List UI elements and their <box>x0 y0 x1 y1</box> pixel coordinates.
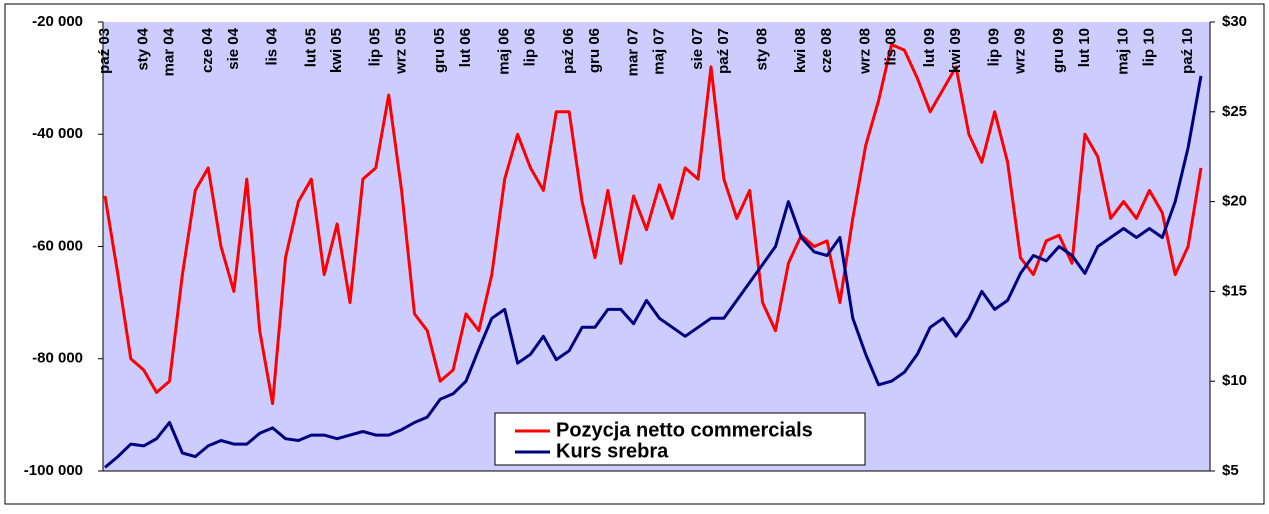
x-tick-label: mar 04 <box>160 27 177 76</box>
x-tick-label: sty 04 <box>135 27 152 70</box>
x-tick-label: paź 06 <box>560 28 577 74</box>
x-tick-label: sty 08 <box>754 28 771 71</box>
y-tick-label: -100 000 <box>24 462 83 479</box>
x-tick-label: lip 06 <box>521 28 538 66</box>
x-tick-label: kwi 05 <box>328 28 345 73</box>
x-tick-label: sie 04 <box>225 27 242 69</box>
y-tick-label: -20 000 <box>32 13 83 30</box>
y2-tick-label: $15 <box>1222 282 1247 299</box>
x-tick-label: maj 06 <box>496 28 513 75</box>
x-tick-label: wrz 05 <box>393 28 410 75</box>
x-tick-label: gru 05 <box>431 28 448 73</box>
x-tick-label: mar 07 <box>625 28 642 76</box>
x-tick-label: cze 08 <box>818 28 835 73</box>
legend <box>494 412 866 466</box>
series-line <box>103 43 1203 406</box>
y2-tick-label: $5 <box>1222 462 1239 479</box>
x-tick-label: kwi 08 <box>792 28 809 73</box>
x-tick-label: lis 08 <box>882 28 899 66</box>
x-tick-label: lis 04 <box>264 27 281 65</box>
y2-tick-label: $25 <box>1222 103 1247 120</box>
x-tick-label: wrz 09 <box>1011 28 1028 75</box>
x-tick-label: lut 09 <box>921 28 938 67</box>
x-tick-label: wrz 08 <box>857 28 874 75</box>
x-tick-label: lut 05 <box>302 28 319 67</box>
legend-label: Kurs srebra <box>556 440 669 462</box>
x-tick-label: sie 07 <box>689 28 706 70</box>
series-line <box>104 75 1203 469</box>
y2-tick-label: $20 <box>1222 193 1247 210</box>
x-tick-label: lip 05 <box>367 28 384 66</box>
x-tick-label: cze 04 <box>199 27 216 73</box>
x-tick-label: paź 10 <box>1179 28 1196 74</box>
y-tick-label: -80 000 <box>32 350 83 367</box>
x-tick-label: maj 10 <box>1115 28 1132 75</box>
x-tick-label: lip 10 <box>1140 28 1157 66</box>
x-tick-label: maj 07 <box>650 28 667 75</box>
x-tick-label: paź 03 <box>96 28 113 74</box>
x-tick-label: paź 07 <box>715 28 732 74</box>
x-tick-label: lut 06 <box>457 28 474 67</box>
y2-tick-label: $10 <box>1222 372 1247 389</box>
x-tick-label: lut 10 <box>1076 28 1093 67</box>
x-tick-label: kwi 09 <box>947 28 964 73</box>
y2-tick-label: $30 <box>1222 13 1247 30</box>
x-tick-label: lip 09 <box>986 28 1003 66</box>
legend-label: Pozycja netto commercials <box>556 419 813 441</box>
x-tick-label: gru 09 <box>1050 28 1067 73</box>
y-tick-label: -60 000 <box>32 237 83 254</box>
x-tick-label: gru 06 <box>586 28 603 73</box>
y-tick-label: -40 000 <box>32 125 83 142</box>
